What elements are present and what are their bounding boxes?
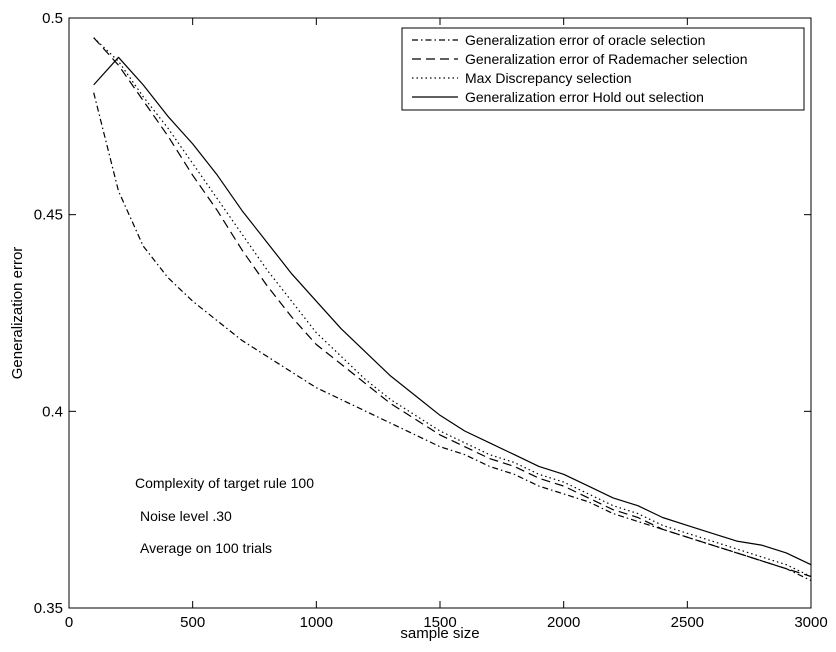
legend-label-max-discrepancy: Max Discrepancy selection bbox=[465, 70, 632, 86]
x-axis-label: sample size bbox=[400, 625, 479, 642]
series-line-1 bbox=[93, 37, 812, 578]
series-line-2 bbox=[93, 37, 812, 578]
legend-label-hold-out: Generalization error Hold out selection bbox=[465, 89, 704, 105]
x-tick-label: 0 bbox=[65, 614, 73, 631]
x-tick-label: 500 bbox=[180, 614, 205, 631]
x-tick-label: 1500 bbox=[423, 614, 456, 631]
series-line-3 bbox=[93, 56, 812, 566]
legend: Generalization error of oracle selection… bbox=[401, 27, 805, 111]
x-tick-label: 2000 bbox=[547, 614, 580, 631]
y-axis-label: Generalization error bbox=[9, 247, 26, 380]
legend-label-rademacher: Generalization error of Rademacher selec… bbox=[465, 51, 747, 67]
annotation-average-trials: Average on 100 trials bbox=[140, 540, 272, 556]
x-tick-label: 1000 bbox=[300, 614, 333, 631]
series-layer bbox=[93, 37, 812, 582]
y-tick-label: 0.4 bbox=[42, 403, 63, 420]
legend-label-oracle: Generalization error of oracle selection bbox=[465, 32, 705, 48]
annotation-noise-level: Noise level .30 bbox=[140, 508, 232, 524]
y-tick-label: 0.5 bbox=[42, 10, 63, 27]
x-tick-label: 2500 bbox=[671, 614, 704, 631]
annotation-complexity: Complexity of target rule 100 bbox=[135, 475, 314, 491]
legend-box bbox=[401, 27, 805, 111]
y-tick-label: 0.35 bbox=[34, 600, 63, 617]
axis-ticks: 0 500 1000 1500 2000 2500 3000 0.35 0.4 0.45 0.5 bbox=[34, 10, 828, 631]
y-tick-label: 0.45 bbox=[34, 207, 63, 224]
x-tick-label: 3000 bbox=[794, 614, 827, 631]
